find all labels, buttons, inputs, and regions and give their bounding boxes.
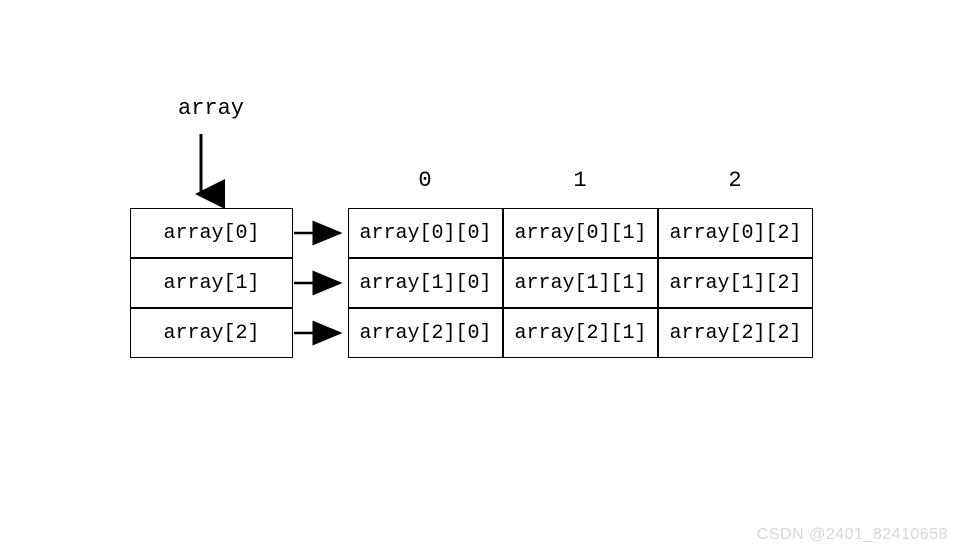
col-header-0: 0 xyxy=(415,168,435,193)
right-cell-0-2: array[0][2] xyxy=(658,208,813,258)
left-cell-1: array[1] xyxy=(130,258,293,308)
right-cell-1-2: array[1][2] xyxy=(658,258,813,308)
watermark: CSDN @2401_82410658 xyxy=(757,526,948,544)
left-cell-2: array[2] xyxy=(130,308,293,358)
col-header-1: 1 xyxy=(570,168,590,193)
right-cell-2-1: array[2][1] xyxy=(503,308,658,358)
right-cell-1-1: array[1][1] xyxy=(503,258,658,308)
col-header-2: 2 xyxy=(725,168,745,193)
right-cell-2-2: array[2][2] xyxy=(658,308,813,358)
right-cell-0-0: array[0][0] xyxy=(348,208,503,258)
left-cell-0: array[0] xyxy=(130,208,293,258)
right-cell-0-1: array[0][1] xyxy=(503,208,658,258)
right-cell-2-0: array[2][0] xyxy=(348,308,503,358)
right-cell-1-0: array[1][0] xyxy=(348,258,503,308)
diagram-canvas: array 0 1 2 array[0] array[1] array[2] a… xyxy=(0,0,964,554)
